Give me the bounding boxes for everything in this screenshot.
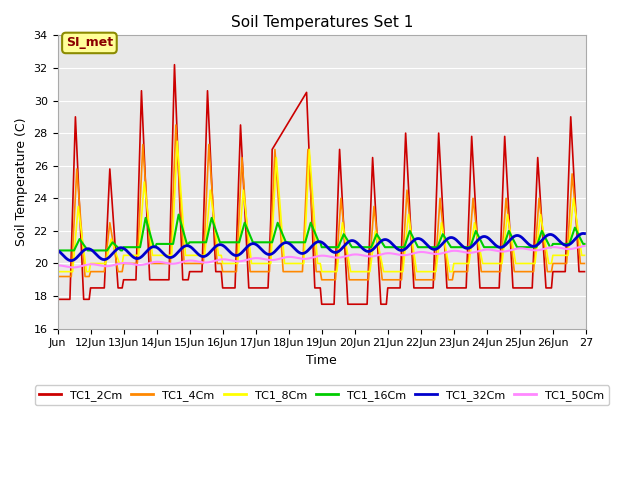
Line: TC1_16Cm: TC1_16Cm: [58, 215, 584, 251]
Y-axis label: Soil Temperature (C): Soil Temperature (C): [15, 118, 28, 246]
Line: TC1_32Cm: TC1_32Cm: [58, 233, 584, 261]
TC1_50Cm: [90, 262, 97, 267]
TC1_4Cm: [579, 261, 587, 266]
TC1_8Cm: [509, 244, 516, 250]
TC1_8Cm: [431, 269, 438, 275]
TC1_50Cm: [431, 251, 438, 257]
TC1_32Cm: [90, 249, 97, 254]
TC1_32Cm: [431, 247, 438, 252]
TC1_4Cm: [432, 256, 440, 262]
TC1_32Cm: [509, 234, 516, 240]
TC1_32Cm: [326, 247, 334, 252]
TC1_8Cm: [580, 252, 588, 258]
TC1_50Cm: [509, 247, 516, 252]
TC1_50Cm: [326, 254, 334, 260]
TC1_2Cm: [511, 285, 518, 291]
Line: TC1_4Cm: TC1_4Cm: [58, 125, 584, 280]
Title: Soil Temperatures Set 1: Soil Temperatures Set 1: [230, 15, 413, 30]
TC1_8Cm: [326, 269, 334, 275]
TC1_32Cm: [67, 258, 75, 264]
TC1_8Cm: [578, 252, 586, 258]
TC1_2Cm: [171, 62, 179, 68]
TC1_8Cm: [88, 261, 96, 266]
TC1_16Cm: [54, 248, 61, 253]
TC1_32Cm: [580, 231, 588, 237]
TC1_32Cm: [73, 255, 81, 261]
TC1_2Cm: [54, 297, 61, 302]
TC1_16Cm: [72, 245, 79, 251]
TC1_2Cm: [328, 301, 335, 307]
TC1_16Cm: [580, 241, 588, 247]
TC1_50Cm: [54, 263, 61, 268]
Line: TC1_50Cm: TC1_50Cm: [58, 246, 584, 267]
TC1_50Cm: [69, 264, 77, 270]
Legend: TC1_2Cm, TC1_4Cm, TC1_8Cm, TC1_16Cm, TC1_32Cm, TC1_50Cm: TC1_2Cm, TC1_4Cm, TC1_8Cm, TC1_16Cm, TC1…: [35, 385, 609, 405]
TC1_8Cm: [173, 138, 181, 144]
TC1_4Cm: [88, 269, 96, 275]
TC1_32Cm: [578, 231, 586, 237]
TC1_2Cm: [88, 285, 96, 291]
TC1_4Cm: [54, 274, 61, 279]
TC1_8Cm: [54, 269, 61, 275]
TC1_32Cm: [54, 248, 61, 253]
TC1_4Cm: [172, 122, 180, 128]
TC1_4Cm: [328, 277, 335, 283]
TC1_4Cm: [580, 261, 588, 266]
TC1_50Cm: [578, 243, 586, 249]
TC1_16Cm: [578, 239, 586, 244]
TC1_2Cm: [579, 269, 587, 275]
TC1_2Cm: [432, 208, 440, 214]
TC1_16Cm: [509, 236, 516, 242]
X-axis label: Time: Time: [307, 354, 337, 367]
TC1_4Cm: [72, 193, 79, 199]
TC1_4Cm: [318, 277, 326, 283]
Line: TC1_2Cm: TC1_2Cm: [58, 65, 584, 304]
TC1_50Cm: [73, 264, 81, 270]
TC1_50Cm: [580, 243, 588, 249]
Line: TC1_8Cm: TC1_8Cm: [58, 141, 584, 272]
Text: SI_met: SI_met: [66, 36, 113, 49]
TC1_16Cm: [88, 248, 96, 253]
TC1_2Cm: [580, 269, 588, 275]
TC1_16Cm: [431, 244, 438, 250]
TC1_2Cm: [318, 301, 326, 307]
TC1_32Cm: [579, 230, 587, 236]
TC1_4Cm: [511, 269, 518, 275]
TC1_8Cm: [72, 236, 79, 242]
TC1_2Cm: [72, 114, 79, 120]
TC1_16Cm: [326, 244, 334, 250]
TC1_16Cm: [175, 212, 182, 217]
